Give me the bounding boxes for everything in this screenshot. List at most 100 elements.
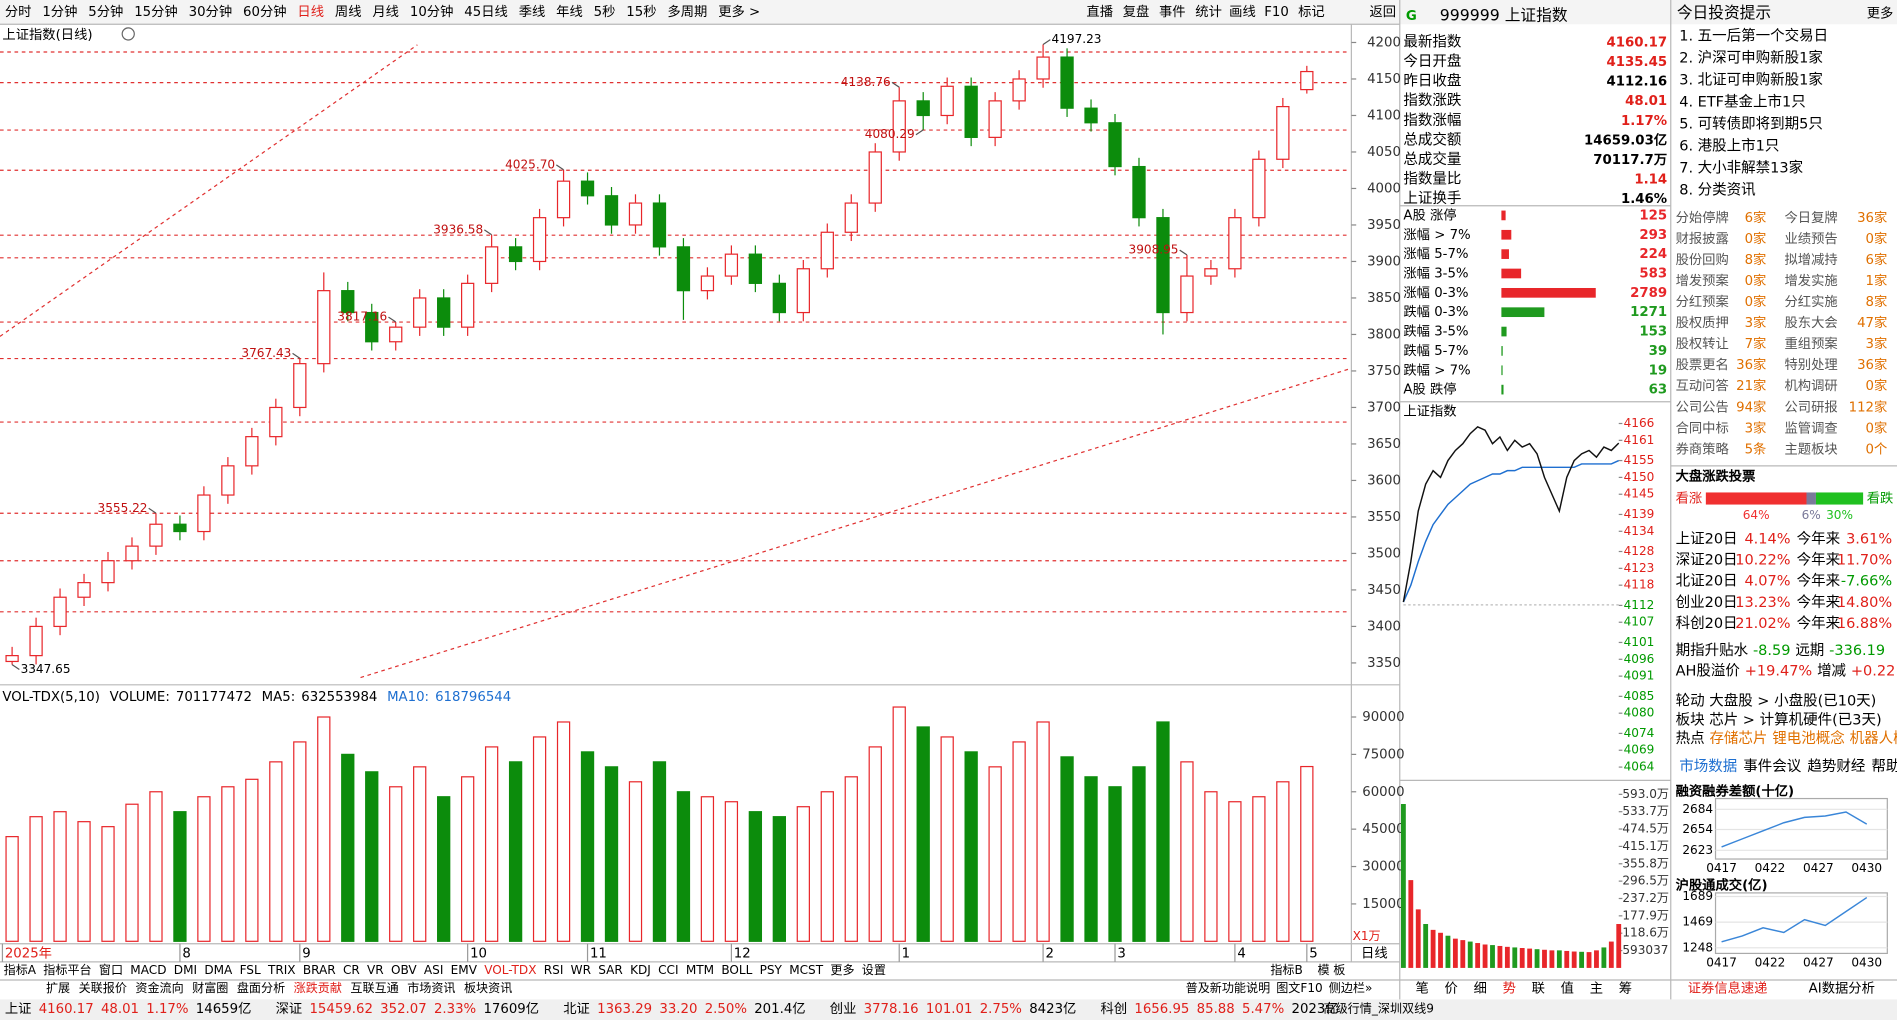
indicator-tab[interactable]: SAR	[598, 963, 623, 977]
detail-tab[interactable]: 势	[1503, 980, 1516, 996]
info-tab[interactable]: 涨跌贡献	[294, 980, 342, 995]
indicator-tab[interactable]: VOL-TDX	[484, 963, 536, 977]
indicator-tab[interactable]: ASI	[424, 963, 443, 977]
toolbar-button[interactable]: F10	[1264, 5, 1289, 20]
tip-item[interactable]: 1. 五一后第一个交易日	[1679, 26, 1828, 44]
market-tab[interactable]: 趋势财经	[1807, 758, 1865, 775]
intraday-volume-bar	[1497, 945, 1503, 968]
status-link[interactable]: 侧边栏»	[1329, 980, 1373, 995]
tip-item[interactable]: 4. ETF基金上市1只	[1679, 93, 1806, 110]
indicator-tab[interactable]: WR	[571, 963, 592, 977]
period-tab[interactable]: 15秒	[626, 4, 656, 20]
detail-tab[interactable]: 值	[1561, 980, 1574, 996]
toolbar-button[interactable]: 复盘	[1123, 3, 1150, 20]
indicator-tab[interactable]: BOLL	[721, 963, 752, 977]
indicator-tab[interactable]: DMA	[204, 963, 233, 977]
indicator-tab[interactable]: MTM	[686, 963, 714, 977]
info-tab[interactable]: 扩展	[46, 981, 70, 995]
period-tab[interactable]: 45日线	[464, 4, 508, 20]
info-tab[interactable]: 互联互通	[350, 981, 398, 995]
period-tab[interactable]: 15分钟	[134, 3, 178, 20]
tip-item[interactable]: 5. 可转债即将到期5只	[1679, 115, 1823, 132]
indicator-tab[interactable]: FSL	[240, 963, 261, 977]
detail-tab[interactable]: 价	[1445, 981, 1458, 996]
toolbar-button[interactable]: 返回	[1370, 4, 1397, 20]
hot-item[interactable]: 机器人概	[1850, 730, 1897, 747]
period-tab[interactable]: 5秒	[594, 4, 616, 20]
period-tab[interactable]: 60分钟	[243, 3, 287, 20]
tip-item[interactable]: 3. 北证可申购新股1家	[1679, 71, 1823, 88]
period-tab[interactable]: 月线	[372, 4, 399, 20]
tip-item[interactable]: 7. 大小非解禁13家	[1679, 159, 1803, 176]
footer-link[interactable]: 证券信息速递	[1688, 979, 1768, 996]
indicator-tab[interactable]: CR	[343, 963, 360, 977]
tip-item[interactable]: 6. 港股上市1只	[1679, 137, 1779, 154]
hot-item[interactable]: 锂电池概念	[1772, 729, 1844, 747]
quote-label: 上证换手	[1403, 190, 1461, 207]
footer-link[interactable]: AI数据分析	[1809, 980, 1875, 996]
tip-item[interactable]: 8. 分类资讯	[1679, 181, 1756, 198]
status-link[interactable]: 普及新功能说明	[1186, 980, 1271, 995]
indicator-tab[interactable]: VR	[367, 963, 384, 977]
detail-tab[interactable]: 筹	[1619, 979, 1632, 996]
indicator-tab[interactable]: EMV	[451, 963, 478, 977]
indicator-tab[interactable]: MCST	[789, 963, 824, 977]
indicator-tab[interactable]: 指标A	[4, 962, 37, 977]
stat-label: 股权质押	[1676, 314, 1729, 331]
indicator-tab[interactable]: MACD	[130, 963, 166, 977]
period-tab[interactable]: 多周期	[667, 3, 707, 20]
toolbar-button[interactable]: 统计	[1195, 4, 1222, 20]
toolbar-button[interactable]: 直播	[1086, 4, 1113, 20]
title-menu-icon[interactable]	[121, 27, 135, 41]
more-link[interactable]: 更多	[1867, 4, 1894, 21]
period-tab[interactable]: 年线	[556, 4, 583, 20]
period-tab[interactable]: 季线	[519, 4, 546, 20]
info-tab[interactable]: 资金流向	[135, 980, 183, 995]
period-tab[interactable]: 1分钟	[42, 3, 77, 20]
detail-tab[interactable]: 细	[1474, 980, 1487, 996]
indicator-tab[interactable]: 更多	[830, 963, 854, 977]
indicator-tab[interactable]: 窗口	[99, 963, 123, 977]
info-tab[interactable]: 盘面分析	[237, 980, 285, 995]
toolbar-button[interactable]: 标记	[1298, 4, 1325, 20]
indicator-tab[interactable]: RSI	[544, 963, 564, 977]
period-tab[interactable]: 30分钟	[189, 3, 233, 20]
panel-button[interactable]: 指标B	[1270, 962, 1302, 977]
info-tab[interactable]: 关联报价	[79, 980, 127, 995]
toolbar-button[interactable]: 事件	[1159, 4, 1186, 20]
market-tab[interactable]: 事件会议	[1743, 758, 1801, 775]
period-tab[interactable]: 5分钟	[88, 3, 123, 20]
market-tab[interactable]: 市场数据	[1679, 758, 1737, 775]
panel-button[interactable]: 板	[1333, 963, 1345, 977]
y-tick-label: 4145	[1624, 487, 1655, 501]
indicator-tab[interactable]: 指标平台	[43, 962, 91, 977]
breadth-label: A股 涨停	[1403, 206, 1456, 223]
indicator-tab[interactable]: TRIX	[267, 963, 296, 977]
candle-body	[508, 246, 523, 263]
volume-bar	[413, 766, 427, 942]
period-tab[interactable]: 日线	[297, 4, 324, 20]
info-tab[interactable]: 板块资讯	[464, 981, 512, 995]
detail-tab[interactable]: 笔	[1415, 980, 1428, 996]
indicator-tab[interactable]: BRAR	[303, 963, 336, 977]
period-tab[interactable]: 更多 >	[718, 3, 760, 20]
indicator-tab[interactable]: 设置	[862, 963, 886, 977]
info-tab[interactable]: 财富圈	[192, 980, 228, 995]
indicator-tab[interactable]: CCI	[658, 963, 678, 977]
indicator-tab[interactable]: PSY	[760, 963, 783, 977]
detail-tab[interactable]: 联	[1532, 980, 1545, 996]
hot-item[interactable]: 存储芯片	[1709, 730, 1767, 747]
period-tab[interactable]: 分时	[5, 4, 32, 20]
market-tab[interactable]: 帮助	[1871, 758, 1897, 775]
indicator-tab[interactable]: DMI	[174, 963, 197, 977]
indicator-tab[interactable]: KDJ	[630, 963, 651, 977]
period-tab[interactable]: 10分钟	[410, 3, 454, 20]
tip-item[interactable]: 2. 沪深可申购新股1家	[1679, 49, 1823, 66]
panel-button[interactable]: 模	[1317, 963, 1329, 977]
indicator-tab[interactable]: OBV	[391, 963, 417, 977]
info-tab[interactable]: 市场资讯	[407, 980, 455, 995]
detail-tab[interactable]: 主	[1590, 980, 1603, 996]
period-tab[interactable]: 周线	[335, 4, 362, 20]
toolbar-button[interactable]: 画线	[1229, 4, 1256, 20]
status-link[interactable]: 图文F10	[1276, 980, 1322, 995]
